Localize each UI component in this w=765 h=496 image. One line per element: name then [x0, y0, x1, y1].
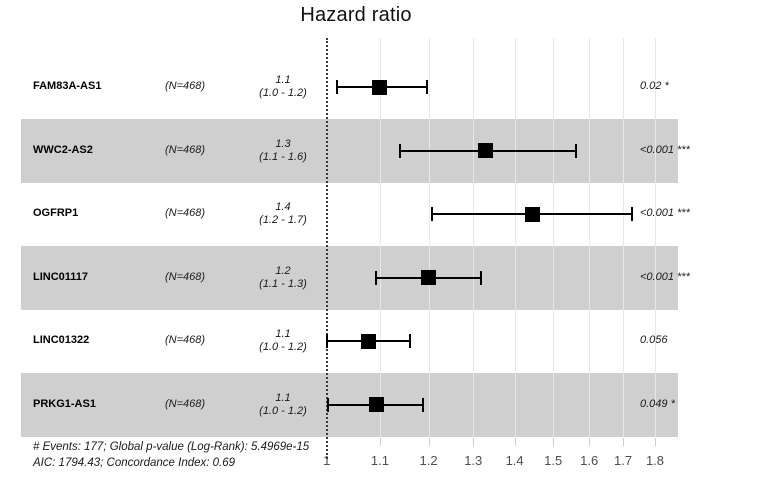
axis-tick-label: 1.3: [464, 453, 483, 468]
row-gene-label: OGFRP1: [33, 207, 79, 220]
axis-tick-mark: [553, 437, 555, 446]
footer-stats-line-1: # Events: 177; Global p-value (Log-Rank)…: [33, 441, 310, 453]
axis-tick-label: 1.6: [580, 453, 599, 468]
estimate-square: [420, 270, 436, 286]
row-p-value: <0.001 ***: [640, 207, 690, 220]
gridline: [514, 38, 516, 437]
gridline: [428, 38, 430, 437]
axis-tick-mark: [428, 437, 430, 446]
ci-cap-left: [430, 207, 433, 222]
gridline: [473, 38, 475, 437]
estimate-ci: (1.1 - 1.3): [259, 277, 307, 290]
row-sample-size: (N=468): [165, 270, 206, 283]
row-p-value: 0.02 *: [640, 80, 669, 93]
ci-cap-right: [630, 207, 633, 222]
row-sample-size: (N=468): [165, 143, 206, 156]
ci-cap-right: [575, 143, 578, 158]
estimate-value: 1.2: [275, 264, 291, 277]
row-estimate-ci: 1.4 (1.2 - 1.7): [233, 201, 333, 227]
row-gene-label: LINC01117: [33, 270, 89, 283]
estimate-ci: (1.1 - 1.6): [259, 150, 307, 163]
row-gene-label: PRKG1-AS1: [33, 397, 96, 410]
row-estimate-ci: 1.1 (1.0 - 1.2): [233, 328, 333, 354]
ci-cap-left: [335, 80, 338, 95]
ci-cap-right: [409, 334, 412, 349]
ci-cap-left: [325, 334, 328, 349]
axis-tick-label: 1.5: [544, 453, 563, 468]
axis-tick-label: 1.7: [614, 453, 633, 468]
estimate-square: [369, 397, 385, 413]
axis-tick-mark: [589, 437, 591, 446]
estimate-square: [524, 206, 540, 222]
axis-tick-mark: [623, 437, 625, 446]
ci-cap-left: [327, 397, 330, 412]
row-estimate-ci: 1.2 (1.1 - 1.3): [233, 265, 333, 291]
row-estimate-ci: 1.3 (1.1 - 1.6): [233, 138, 333, 164]
axis-tick-mark: [379, 437, 381, 446]
row-p-value: <0.001 ***: [640, 143, 690, 156]
row-sample-size: (N=468): [165, 397, 206, 410]
axis-tick-label: 1.4: [505, 453, 524, 468]
row-sample-size: (N=468): [165, 334, 206, 347]
gridline: [589, 38, 591, 437]
estimate-square: [360, 333, 376, 349]
axis-tick-label: 1.2: [419, 453, 438, 468]
estimate-ci: (1.0 - 1.2): [259, 87, 307, 100]
axis-tick-mark: [473, 437, 475, 446]
row-sample-size: (N=468): [165, 207, 206, 220]
estimate-value: 1.1: [275, 74, 291, 87]
ci-cap-right: [422, 397, 425, 412]
axis-tick-label: 1.8: [645, 453, 665, 468]
gridline: [379, 38, 381, 437]
axis-tick-mark: [514, 437, 516, 446]
row-p-value: 0.049 *: [640, 397, 675, 410]
row-sample-size: (N=468): [165, 80, 206, 93]
gridline: [623, 38, 625, 437]
estimate-square: [478, 143, 494, 159]
row-gene-label: LINC01322: [33, 334, 90, 347]
reference-line: [325, 38, 328, 459]
ci-cap-right: [479, 270, 482, 285]
estimate-value: 1.4: [275, 201, 291, 214]
row-shading-band: [21, 119, 678, 183]
row-shading-band: [21, 246, 678, 310]
estimate-value: 1.1: [275, 328, 291, 341]
ci-cap-left: [374, 270, 377, 285]
ci-cap-left: [398, 143, 401, 158]
axis-tick-label: 1: [323, 453, 331, 468]
footer-stats-line-2: AIC: 1794.43; Concordance Index: 0.69: [33, 457, 236, 469]
estimate-value: 1.1: [275, 391, 291, 404]
row-gene-label: WWC2-AS2: [33, 143, 93, 156]
estimate-square: [372, 79, 388, 95]
row-gene-label: FAM83A-AS1: [33, 80, 102, 93]
gridline: [553, 38, 555, 437]
row-estimate-ci: 1.1 (1.0 - 1.2): [233, 74, 333, 100]
estimate-ci: (1.0 - 1.2): [259, 341, 307, 354]
row-p-value: 0.056: [640, 334, 668, 347]
row-estimate-ci: 1.1 (1.0 - 1.2): [233, 392, 333, 418]
gridline: [655, 38, 656, 437]
chart-title: Hazard ratio: [300, 4, 412, 26]
estimate-ci: (1.0 - 1.2): [259, 404, 307, 417]
row-p-value: <0.001 ***: [640, 270, 690, 283]
ci-cap-right: [425, 80, 428, 95]
axis-tick-label: 1.1: [370, 453, 389, 468]
estimate-ci: (1.2 - 1.7): [259, 214, 307, 227]
estimate-value: 1.3: [275, 137, 291, 150]
axis-tick-mark: [655, 437, 656, 446]
